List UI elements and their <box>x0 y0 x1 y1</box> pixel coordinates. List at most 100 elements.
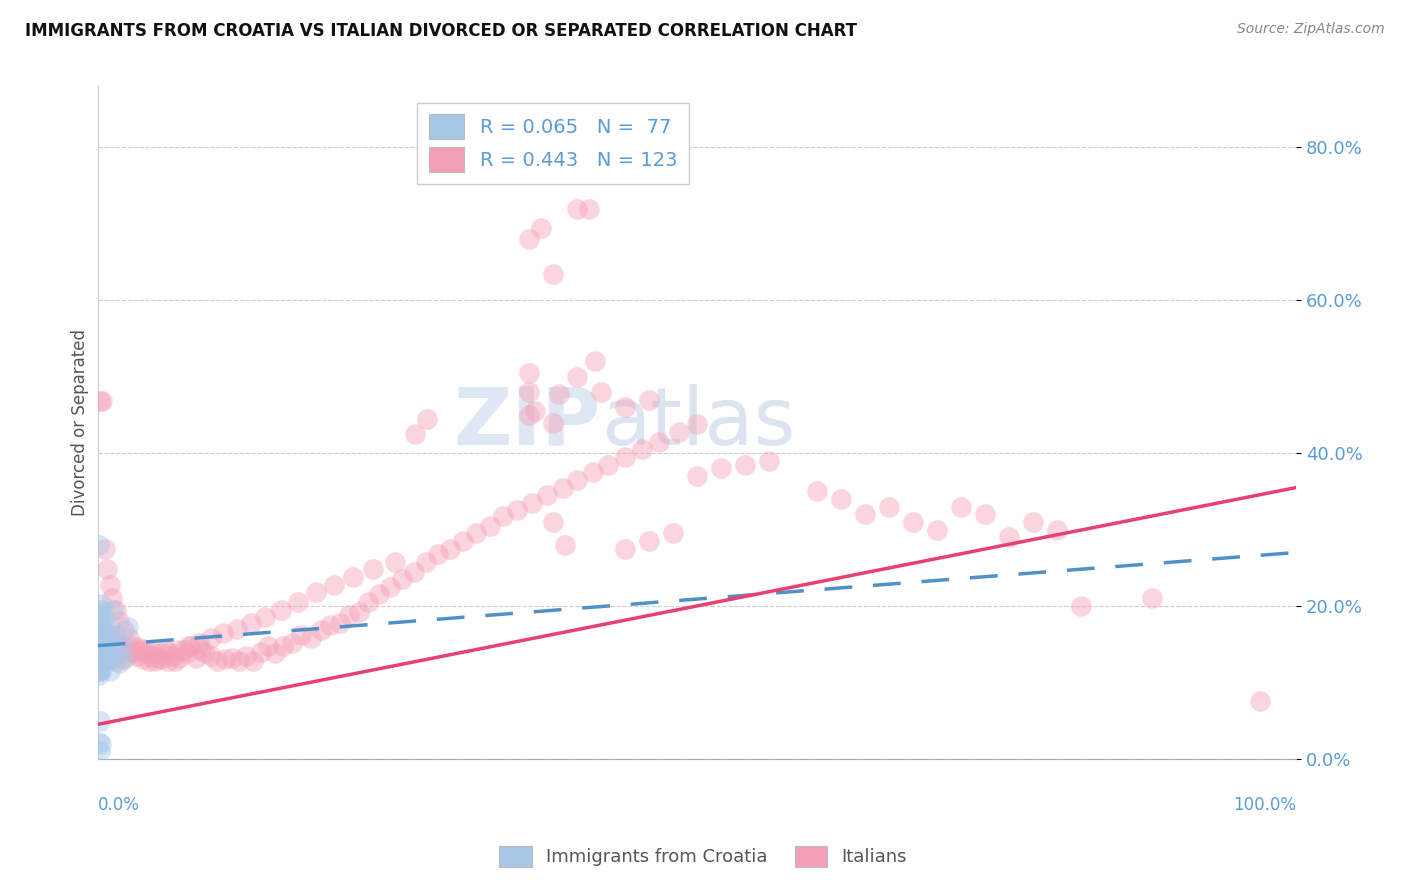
Point <box>87 652 110 666</box>
Point <box>582 465 605 479</box>
Point <box>143 654 166 668</box>
Point <box>668 425 690 439</box>
Point <box>710 461 733 475</box>
Point <box>89 640 111 655</box>
Point <box>686 417 709 431</box>
Point <box>90 628 112 642</box>
Point <box>87 640 110 655</box>
Point <box>98 577 121 591</box>
Point <box>200 648 222 663</box>
Point <box>87 614 110 628</box>
Point <box>87 633 110 648</box>
Point <box>87 625 110 640</box>
Point <box>90 657 112 671</box>
Point <box>536 488 558 502</box>
Point <box>329 615 352 630</box>
Point <box>273 639 295 653</box>
Point <box>517 408 540 422</box>
Point <box>96 562 118 576</box>
Point <box>110 646 132 660</box>
Point <box>93 657 115 671</box>
Point <box>141 648 163 663</box>
Point <box>589 384 612 399</box>
Point <box>87 664 110 678</box>
Point <box>176 646 198 660</box>
Point <box>98 620 121 634</box>
Point <box>188 635 211 649</box>
Point <box>112 652 135 666</box>
Point <box>91 651 114 665</box>
Point <box>120 645 142 659</box>
Point <box>108 614 131 628</box>
Point <box>342 570 364 584</box>
Point <box>96 628 118 642</box>
Point <box>89 744 111 758</box>
Point <box>104 603 127 617</box>
Point <box>135 646 157 660</box>
Point <box>94 648 117 663</box>
Point <box>565 473 588 487</box>
Point <box>212 625 235 640</box>
Point <box>337 608 360 623</box>
Point <box>87 538 110 552</box>
Point <box>254 610 277 624</box>
Point <box>402 565 425 579</box>
Point <box>89 620 111 634</box>
Point <box>270 603 292 617</box>
Point <box>108 657 131 671</box>
Point <box>614 401 637 415</box>
Point <box>97 628 120 642</box>
Text: atlas: atlas <box>600 384 796 461</box>
Point <box>830 491 852 506</box>
Point <box>583 354 606 368</box>
Point <box>87 624 110 638</box>
Point <box>157 654 180 668</box>
Point <box>101 603 124 617</box>
Point <box>87 657 110 671</box>
Point <box>758 454 780 468</box>
Point <box>87 667 110 681</box>
Point <box>554 538 576 552</box>
Point <box>319 618 342 632</box>
Point <box>465 526 488 541</box>
Point <box>122 639 145 653</box>
Point <box>264 646 287 660</box>
Point <box>89 631 111 645</box>
Point <box>190 643 212 657</box>
Point <box>87 625 110 640</box>
Point <box>89 651 111 665</box>
Point <box>427 547 450 561</box>
Text: 100.0%: 100.0% <box>1233 796 1296 814</box>
Legend: Immigrants from Croatia, Italians: Immigrants from Croatia, Italians <box>492 838 914 874</box>
Point <box>128 640 150 655</box>
Point <box>90 603 112 617</box>
Point <box>806 484 828 499</box>
Point <box>86 645 108 659</box>
Point <box>89 633 111 648</box>
Point <box>94 635 117 649</box>
Point <box>1070 599 1092 613</box>
Point <box>89 394 111 409</box>
Point <box>184 651 207 665</box>
Point <box>87 654 110 668</box>
Point <box>90 624 112 638</box>
Point <box>122 646 145 660</box>
Point <box>322 577 344 591</box>
Point <box>87 648 110 663</box>
Point <box>200 631 222 645</box>
Point <box>91 598 114 612</box>
Point <box>415 555 437 569</box>
Point <box>150 652 173 666</box>
Point <box>290 628 312 642</box>
Point <box>506 503 529 517</box>
Point <box>87 648 110 663</box>
Point <box>287 595 309 609</box>
Point <box>439 541 461 556</box>
Point <box>404 427 426 442</box>
Point <box>87 657 110 671</box>
Point <box>91 633 114 648</box>
Point <box>368 587 391 601</box>
Point <box>949 500 972 514</box>
Point <box>93 628 115 642</box>
Point <box>177 639 200 653</box>
